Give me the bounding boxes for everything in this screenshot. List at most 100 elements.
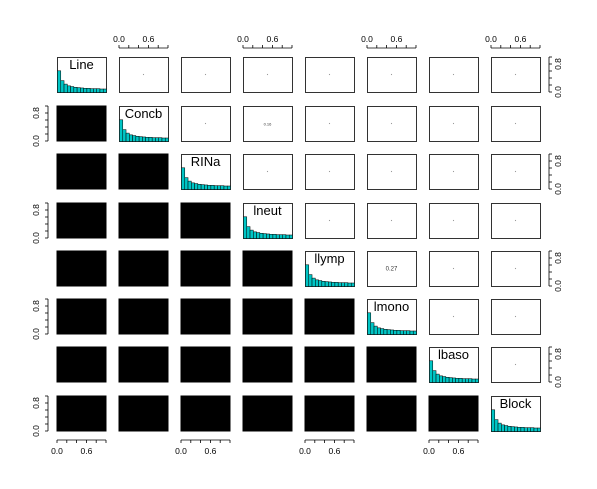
histogram-bar [380,328,385,335]
histogram-bar [530,427,535,432]
histogram-bar [370,322,375,335]
panel-frame-4-7 [429,203,479,239]
tick-label: 0.8 [553,58,563,70]
histogram-bar [308,274,313,287]
correlation-mark [328,73,331,76]
histogram-bar [324,281,329,287]
panel-frame-3-8 [491,154,541,190]
histogram-bar [63,83,68,93]
lower-panel-5-2 [118,250,169,287]
correlation-mark [204,73,207,76]
histogram-bar [373,325,378,335]
histogram-bar [204,184,208,190]
correlation-mark [266,170,269,173]
histogram-bar [445,377,450,383]
histogram-bar [367,312,372,335]
histogram-bar [181,167,186,190]
panel-frame-3-5 [305,154,355,190]
histogram-bar [285,234,290,239]
histogram-bar [76,87,81,93]
histogram-bar [83,88,88,93]
histogram-bar [429,360,434,383]
histogram-bar [288,234,293,239]
panel-frame-5-8 [491,251,541,287]
histogram-bar [89,88,94,93]
tick-label: 0.0 [31,232,41,244]
panel-frame-2-4 [243,106,293,142]
histogram-bar [344,282,349,287]
correlation-mark [266,73,269,76]
correlation-mark [390,122,393,125]
panel-frame-1-5 [305,57,355,93]
correlation-mark [390,73,393,76]
histogram-bar [328,281,332,287]
histogram-bar [155,137,159,142]
histogram-bar [145,137,150,142]
panel-frame-2-3 [181,106,231,142]
histogram-bar [132,135,137,142]
correlation-mark [390,219,393,222]
histogram-bar [269,234,274,239]
histogram-bar [256,232,261,239]
tick-label: 0.0 [237,34,249,44]
diagonal-label-lbaso: lbaso [438,347,469,362]
lower-panel-8-7 [428,395,479,432]
panel-frame-1-8 [491,57,541,93]
histogram-bar [471,378,476,383]
histogram-bar [266,233,270,239]
diagonal-label-Line: Line [69,57,94,72]
lower-panel-4-1 [56,202,107,239]
histogram-bar [533,427,538,432]
histogram-bar [390,329,394,335]
histogram-bar [501,424,505,432]
histogram-bar [151,137,156,142]
diagonal-label-lneut: lneut [253,203,282,218]
tick-label: 0.0 [485,34,497,44]
tick-label: 0.6 [514,34,526,44]
histogram-bar [191,182,195,190]
lower-panel-3-1 [56,153,107,190]
histogram-bar [448,377,453,383]
histogram-bar [504,425,509,432]
histogram-bar [148,137,153,142]
histogram-bar [455,378,460,383]
lower-panel-6-4 [242,298,293,335]
correlation-mark [452,73,455,76]
panel-frame-4-5 [305,203,355,239]
histogram-bar [465,378,469,383]
tick-label: 0.8 [553,252,563,264]
tick-label: 0.0 [31,135,41,147]
panel-frame-3-6 [367,154,417,190]
histogram-bar [406,330,411,335]
lower-panel-5-4 [242,250,293,287]
histogram-bar [337,282,342,287]
panel-frame-6-8 [491,299,541,335]
tick-label: 0.0 [51,446,63,456]
tick-label: 0.8 [31,300,41,312]
histogram-bar [220,185,225,190]
tick-label: 0.0 [553,376,563,388]
histogram-bar [435,373,440,383]
histogram-bar [315,279,319,287]
correlation-mark [452,315,455,318]
histogram-bar [135,136,140,142]
diagonal-label-llymp: llymp [314,251,344,266]
panel-frame-5-6 [367,251,417,287]
correlation-mark [514,363,517,366]
correlation-mark [328,122,331,125]
histogram-bar [305,264,310,287]
histogram-bar [161,137,166,142]
tick-label: 0.0 [175,446,187,456]
histogram-bar [246,226,251,239]
histogram-bar [210,185,215,190]
diagonal-label-RINa: RINa [191,154,221,169]
panel-frame-6-7 [429,299,479,335]
tick-label: 0.6 [266,34,278,44]
lower-panel-8-6 [366,395,417,432]
histogram-bar [409,330,414,335]
histogram-bar [200,184,205,190]
panel-frame-1-3 [181,57,231,93]
histogram-bar [474,378,479,383]
panel-frame-2-5 [305,106,355,142]
